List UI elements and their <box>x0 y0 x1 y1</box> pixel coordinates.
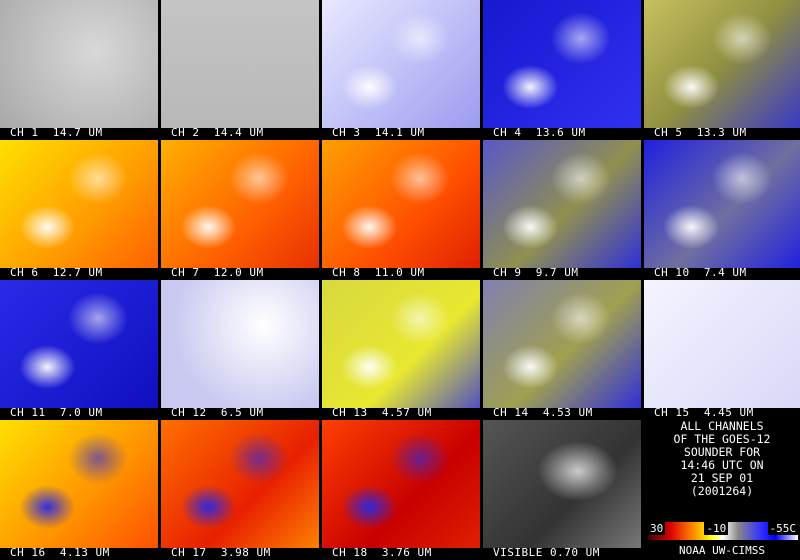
channel-panel: CH 5 13.3 UM <box>644 0 800 140</box>
scale-label: -10 <box>704 522 729 535</box>
scale-label: -55C <box>767 522 798 535</box>
channel-panel: CH 11 7.0 UM <box>0 280 158 420</box>
info-line: 21 SEP 01 <box>690 471 754 485</box>
satellite-image <box>161 0 319 128</box>
channel-label: CH 11 7.0 UM <box>10 406 103 419</box>
channel-label: CH 2 14.4 UM <box>171 126 264 139</box>
channel-label: CH 18 3.76 UM <box>332 546 432 559</box>
channel-label: CH 1 14.7 UM <box>10 126 103 139</box>
satellite-image <box>0 420 158 548</box>
satellite-image <box>161 140 319 268</box>
satellite-image <box>0 140 158 268</box>
channel-panel: CH 14 4.53 UM <box>483 280 641 420</box>
channel-panel: CH 6 12.7 UM <box>0 140 158 280</box>
channel-panel: CH 13 4.57 UM <box>322 280 480 420</box>
info-text: ALL CHANNELS OF THE GOES-12 SOUNDER FOR 14:… <box>644 420 800 498</box>
channel-panel: CH 10 7.4 UM <box>644 140 800 280</box>
channel-label: CH 9 9.7 UM <box>493 266 579 279</box>
info-line: OF THE GOES-12 <box>673 432 771 446</box>
channel-label: CH 17 3.98 UM <box>171 546 271 559</box>
scale-label: 30 <box>648 522 666 535</box>
channel-panel: CH 1 14.7 UM <box>0 0 158 140</box>
satellite-image <box>483 0 641 128</box>
satellite-image <box>161 420 319 548</box>
satellite-image <box>0 0 158 128</box>
channel-panel: CH 3 14.1 UM <box>322 0 480 140</box>
scale-labels: 30 -10 -55C <box>648 522 798 535</box>
satellite-image <box>483 280 641 408</box>
satellite-image <box>644 140 800 268</box>
info-line: ALL CHANNELS <box>680 419 764 433</box>
info-line: (2001264) <box>690 484 754 498</box>
satellite-image <box>322 0 480 128</box>
channel-label: CH 12 6.5 UM <box>171 406 264 419</box>
satellite-image <box>644 0 800 128</box>
info-line: 14:46 UTC ON <box>680 458 764 472</box>
satellite-image <box>322 280 480 408</box>
channel-panel: CH 2 14.4 UM <box>161 0 319 140</box>
channel-label: CH 16 4.13 UM <box>10 546 110 559</box>
channel-panel: CH 17 3.98 UM <box>161 420 319 560</box>
satellite-image <box>483 140 641 268</box>
satellite-image <box>161 280 319 408</box>
channel-panel: CH 16 4.13 UM <box>0 420 158 560</box>
channel-label: CH 6 12.7 UM <box>10 266 103 279</box>
satellite-image <box>644 280 800 408</box>
info-panel: ALL CHANNELS OF THE GOES-12 SOUNDER FOR 14:… <box>644 420 800 560</box>
channel-panel: CH 15 4.45 UM <box>644 280 800 420</box>
channel-panel: CH 9 9.7 UM <box>483 140 641 280</box>
channel-panel: CH 12 6.5 UM <box>161 280 319 420</box>
channel-label: CH 13 4.57 UM <box>332 406 432 419</box>
channel-label: CH 14 4.53 UM <box>493 406 593 419</box>
channel-panel: CH 7 12.0 UM <box>161 140 319 280</box>
channel-panel: CH 4 13.6 UM <box>483 0 641 140</box>
info-line: SOUNDER FOR <box>683 445 761 459</box>
channel-panel: VISIBLE 0.70 UM <box>483 420 641 560</box>
channel-label: CH 7 12.0 UM <box>171 266 264 279</box>
credit: NOAA UW-CIMSS <box>678 544 766 557</box>
channel-label: CH 4 13.6 UM <box>493 126 586 139</box>
channel-label: CH 5 13.3 UM <box>654 126 747 139</box>
channel-label: CH 8 11.0 UM <box>332 266 425 279</box>
satellite-image <box>483 420 641 548</box>
channel-label: CH 15 4.45 UM <box>654 406 754 419</box>
channel-label: CH 3 14.1 UM <box>332 126 425 139</box>
satellite-image <box>322 420 480 548</box>
satellite-image <box>322 140 480 268</box>
channel-panel: CH 18 3.76 UM <box>322 420 480 560</box>
channel-panel: CH 8 11.0 UM <box>322 140 480 280</box>
channel-label: VISIBLE 0.70 UM <box>493 546 600 559</box>
channel-label: CH 10 7.4 UM <box>654 266 747 279</box>
satellite-image <box>0 280 158 408</box>
